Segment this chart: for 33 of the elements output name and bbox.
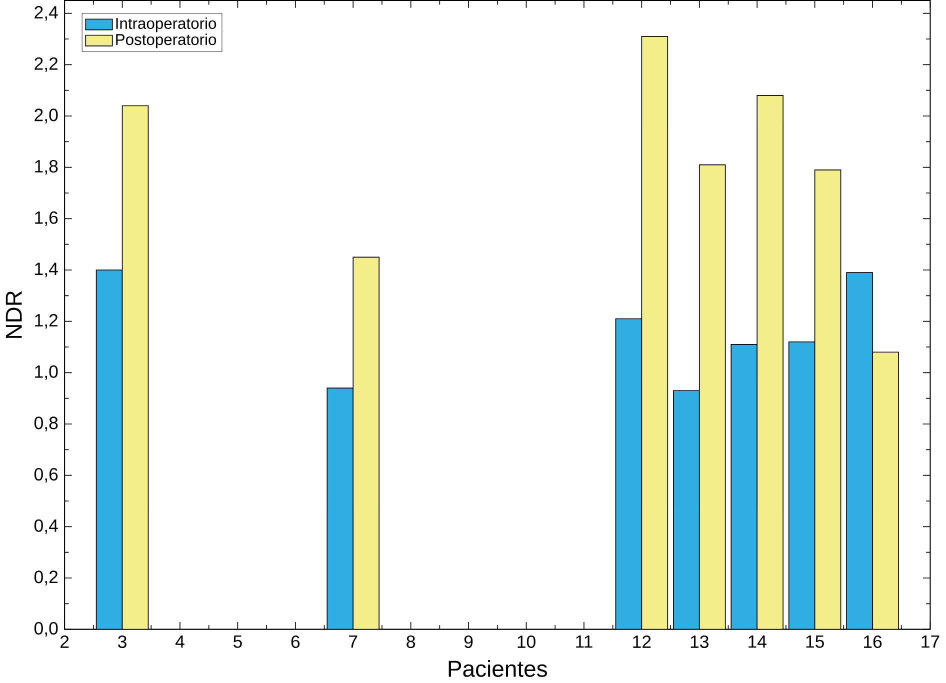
y-tick-label: 1,6	[35, 211, 58, 226]
legend-label: Intraoperatorio	[116, 18, 216, 32]
legend-label: Postoperatorio	[116, 34, 216, 48]
x-tick-label: 16	[864, 636, 882, 648]
x-tick-label: 10	[518, 636, 536, 648]
x-tick-label: 13	[690, 636, 708, 648]
y-tick-label: 2,4	[34, 6, 58, 21]
y-tick-label: 1,2	[35, 314, 58, 329]
x-tick-label: 9	[464, 636, 473, 648]
x-tick-label: 14	[748, 636, 766, 648]
x-tick-label: 17	[922, 636, 940, 648]
y-tick-label: 0,4	[34, 519, 58, 534]
x-tick-label: 4	[175, 636, 184, 648]
x-tick-label: 6	[291, 636, 300, 648]
y-tick-label: 0,2	[34, 570, 58, 586]
y-tick-label: 0,6	[34, 468, 58, 483]
x-tick-label: 5	[233, 636, 242, 648]
y-tick-label: 0,8	[34, 416, 58, 432]
y-tick-label: 1,8	[35, 160, 58, 175]
x-tick-label: 8	[406, 636, 415, 648]
x-tick-label: 2	[60, 636, 69, 648]
y-tick-label: 2,2	[34, 57, 58, 72]
x-tick-label: 15	[806, 636, 824, 648]
y-tick-label: 0,0	[34, 622, 58, 637]
y-tick-label: 1,4	[35, 262, 58, 278]
x-axis-title: Pacientes	[448, 660, 547, 678]
y-tick-label: 1,0	[35, 365, 58, 380]
x-tick-label: 12	[633, 636, 651, 648]
y-axis-title: NDR	[6, 291, 22, 338]
x-tick-label: 3	[118, 636, 126, 648]
x-tick-label: 7	[349, 636, 358, 648]
x-tick-label: 11	[576, 636, 592, 648]
y-tick-label: 2,0	[34, 108, 58, 124]
